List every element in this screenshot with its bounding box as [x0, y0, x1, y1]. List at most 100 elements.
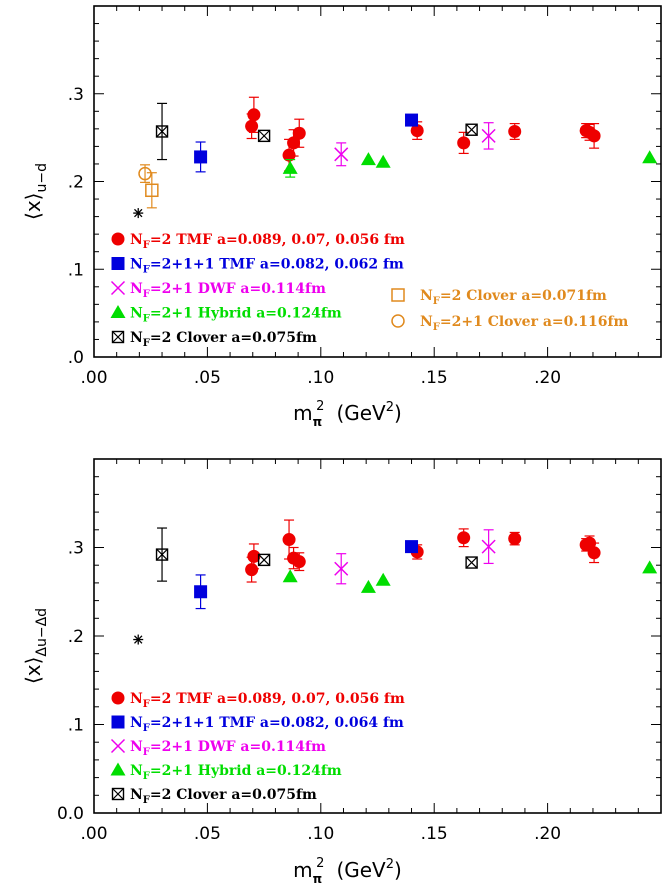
legend-marker [391, 314, 405, 328]
chart-top: .00 .05 .10 .15 .20 .0 .1 .2 .3 ⟨x⟩u−d mπ2 (GeV2) NF… [21, 5, 662, 429]
x-tick-label: .15 [421, 368, 448, 388]
y-tick-label: .1 [68, 260, 84, 280]
chart-bottom: .00 .05 .10 .15 .20 0.0 .1 .2 .3 ⟨x⟩Δu−Δd mπ2 (GeV2… [21, 458, 662, 886]
x-tick-label: .00 [80, 368, 107, 388]
legend-entry: NF=2+1+1 TMF a=0.082, 0.062 fm [130, 257, 404, 276]
series-star [133, 634, 144, 645]
x-axis-title: mπ2 (GeV2) [293, 399, 402, 429]
data-point [405, 113, 419, 127]
legend: NF=2 TMF a=0.089, 0.07, 0.056 fm NF=2+1+1… [110, 232, 628, 349]
data-point [247, 108, 261, 122]
legend-entry: NF=2 Clover a=0.071fm [420, 288, 607, 307]
series-clover21o [138, 164, 152, 183]
series-clover2o [145, 172, 159, 209]
error-bar [146, 172, 157, 209]
data-point [292, 126, 306, 140]
data-point [155, 125, 169, 138]
series-tmf [245, 519, 601, 583]
data-point [375, 572, 391, 586]
data-point [481, 128, 496, 143]
data-point [457, 531, 471, 545]
legend-entry: NF=2+1 DWF a=0.114fm [130, 739, 326, 758]
y-tick-label: .3 [68, 539, 84, 559]
legend-entry: NF=2 TMF a=0.089, 0.07, 0.056 fm [130, 691, 405, 710]
data-point [282, 148, 296, 162]
data-point [133, 634, 144, 645]
y-axis-title: ⟨x⟩Δu−Δd [21, 608, 50, 684]
data-point [247, 549, 261, 563]
data-point [334, 561, 349, 576]
series-tmf211 [194, 540, 419, 610]
series-clover2 [155, 102, 478, 161]
data-point [360, 152, 376, 166]
data-point [642, 150, 658, 164]
y-tick-label: .0 [68, 348, 84, 368]
legend-marker [111, 330, 125, 344]
legend-marker [111, 232, 125, 246]
legend-marker [110, 280, 126, 296]
y-tick-label: 0.0 [57, 804, 84, 824]
data-point [194, 150, 208, 164]
legend-entry: NF=2+1 DWF a=0.114fm [130, 281, 326, 300]
data-point [642, 560, 658, 574]
series-star [133, 208, 144, 219]
series-hybrid [282, 150, 658, 178]
data-point [481, 539, 496, 554]
data-point [282, 533, 296, 547]
y-tick-label: .2 [68, 627, 84, 647]
legend-marker [110, 762, 126, 776]
legend-entry: NF=2+1+1 TMF a=0.082, 0.064 fm [130, 715, 404, 734]
data-point [457, 136, 471, 150]
data-point [465, 556, 478, 569]
data-point [360, 579, 376, 593]
legend-marker [391, 288, 405, 302]
legend-entry: NF=2 Clover a=0.075fm [130, 330, 317, 349]
data-point [587, 129, 601, 143]
x-tick-label: .00 [80, 824, 107, 844]
legend-marker [111, 715, 125, 729]
data-point [508, 124, 522, 138]
data-point [245, 119, 259, 133]
series-clover2 [155, 527, 478, 582]
series-tmf211 [194, 113, 419, 173]
legend-marker [110, 305, 126, 318]
data-point [282, 569, 298, 583]
data-point [138, 166, 152, 181]
data-point [155, 548, 169, 561]
legend-entry: NF=2 Clover a=0.075fm [130, 787, 317, 806]
plot-frame [93, 458, 662, 814]
plot-frame [93, 5, 662, 358]
data-point [508, 532, 522, 546]
legend-entry: NF=2+1 Hybrid a=0.124fm [130, 306, 342, 325]
x-tick-label: .05 [194, 368, 221, 388]
x-tick-label: .20 [534, 824, 561, 844]
data-point [287, 136, 301, 150]
data-point [257, 553, 271, 567]
data-point [292, 555, 306, 569]
data-point [133, 208, 144, 219]
y-tick-label: .1 [68, 716, 84, 736]
series-dwf [334, 529, 496, 585]
y-axis-title: ⟨x⟩u−d [21, 163, 50, 220]
legend-marker [111, 787, 125, 801]
legend-marker [111, 691, 125, 705]
data-point [194, 585, 208, 599]
series-hybrid [282, 560, 658, 593]
legend: NF=2 TMF a=0.089, 0.07, 0.056 fm NF=2+1+1… [110, 691, 405, 806]
legend-entry: NF=2+1 Clover a=0.116fm [420, 314, 628, 333]
legend-marker [110, 738, 126, 754]
data-point [465, 123, 478, 136]
x-tick-label: .05 [194, 824, 221, 844]
legend-entry: NF=2 TMF a=0.089, 0.07, 0.056 fm [130, 232, 405, 251]
data-point [375, 154, 391, 168]
y-tick-label: .3 [68, 85, 84, 105]
data-point [405, 540, 419, 554]
x-tick-label: .15 [421, 824, 448, 844]
data-point [282, 160, 298, 174]
data-point [145, 183, 159, 198]
x-axis-title: mπ2 (GeV2) [293, 856, 402, 886]
data-point [334, 147, 349, 162]
series-tmf [245, 96, 601, 172]
x-tick-label: .20 [534, 368, 561, 388]
